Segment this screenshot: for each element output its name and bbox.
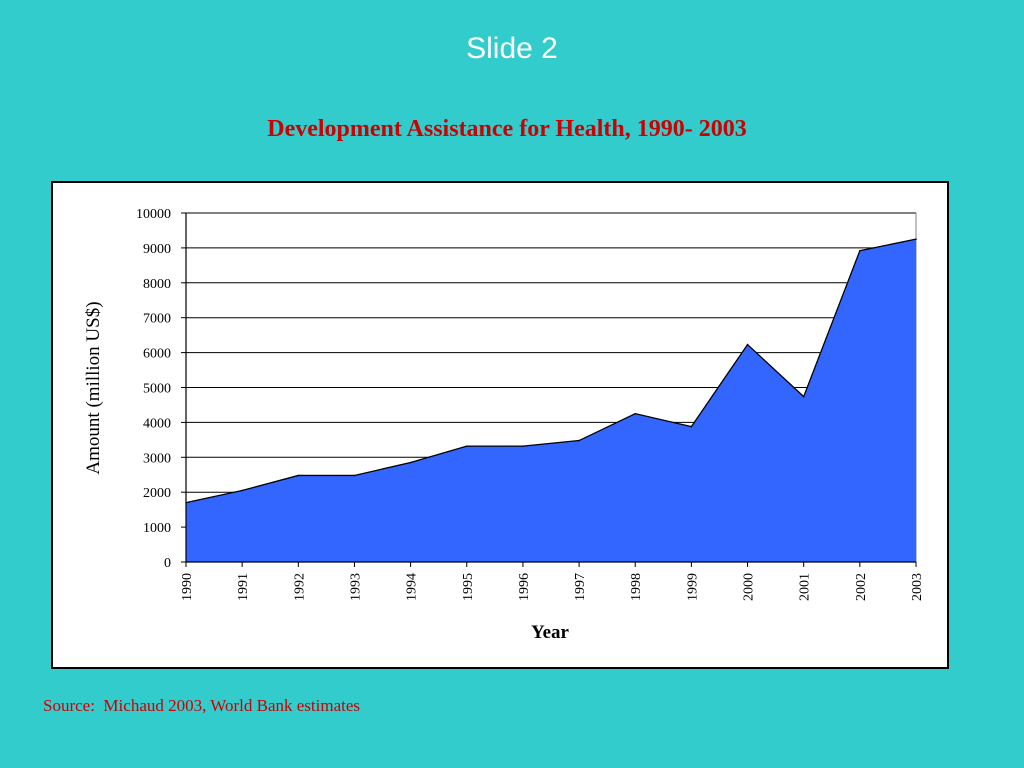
data-area-layer <box>185 238 917 563</box>
y-tick-label: 9000 <box>143 242 171 257</box>
area-chart: 0 1000 2000 3000 4000 5000 6000 7000 8000 9000 100… <box>83 207 925 643</box>
x-tick-labels: 1990 1991 1992 1993 1994 1995 1996 1997 1998 1999… <box>180 573 925 601</box>
y-tick-label: 8000 <box>143 277 171 292</box>
data-point-1999 <box>690 425 693 428</box>
x-tick-label: 1993 <box>348 573 363 601</box>
source-note: Source: Michaud 2003, World Bank estimat… <box>43 696 361 715</box>
x-tick-label: 1991 <box>236 573 251 601</box>
data-point-1996 <box>522 445 524 447</box>
slide-title: Slide 2 <box>466 32 558 65</box>
y-tick-label: 6000 <box>143 347 171 362</box>
chart-title: Development Assistance for Health, 1990-… <box>267 116 747 142</box>
x-axis-label: Year <box>531 622 570 643</box>
data-point-1991 <box>241 489 243 492</box>
x-tick-label: 1998 <box>629 573 644 601</box>
y-tick-label: 3000 <box>143 451 171 466</box>
x-tick-label: 1995 <box>461 573 476 601</box>
y-tick-label: 2000 <box>143 486 171 501</box>
y-axis-label: Amount (million US$) <box>83 301 104 474</box>
axes <box>181 212 917 567</box>
data-point-2003 <box>915 238 917 240</box>
data-point-2000 <box>746 343 749 346</box>
y-tick-labels: 0 1000 2000 3000 4000 5000 6000 7000 8000 9000 100… <box>136 207 171 571</box>
area-series <box>186 239 916 563</box>
data-point-1994 <box>409 461 412 464</box>
data-point-1997 <box>578 439 580 442</box>
data-point-1992 <box>297 474 300 477</box>
y-tick-label: 4000 <box>143 416 171 431</box>
x-tick-label: 1996 <box>517 573 532 601</box>
y-tick-label: 10000 <box>136 207 171 222</box>
x-tick-label: 2000 <box>742 573 757 601</box>
data-point-1998 <box>634 412 637 415</box>
x-tick-label: 1997 <box>573 573 588 601</box>
area-series-outline <box>185 238 917 504</box>
data-point-2002 <box>859 249 861 252</box>
x-tick-label: 2002 <box>854 573 869 601</box>
x-tick-label: 1994 <box>405 573 420 601</box>
y-tick-label: 0 <box>164 556 171 571</box>
chart-area: 0 1000 2000 3000 4000 5000 6000 7000 8000 9000 100… <box>51 181 949 669</box>
data-point-1995 <box>465 445 468 447</box>
x-tick-label: 1999 <box>685 573 700 601</box>
data-point-1993 <box>353 474 356 477</box>
y-tick-label: 1000 <box>143 521 171 536</box>
y-tick-label: 5000 <box>143 382 171 397</box>
data-point-2001 <box>802 395 805 398</box>
x-tick-label: 1992 <box>292 573 307 601</box>
y-tick-label: 7000 <box>143 312 171 327</box>
x-tick-label: 1990 <box>180 573 195 601</box>
x-tick-label: 2001 <box>798 573 813 601</box>
x-tick-label: 2003 <box>910 573 925 601</box>
